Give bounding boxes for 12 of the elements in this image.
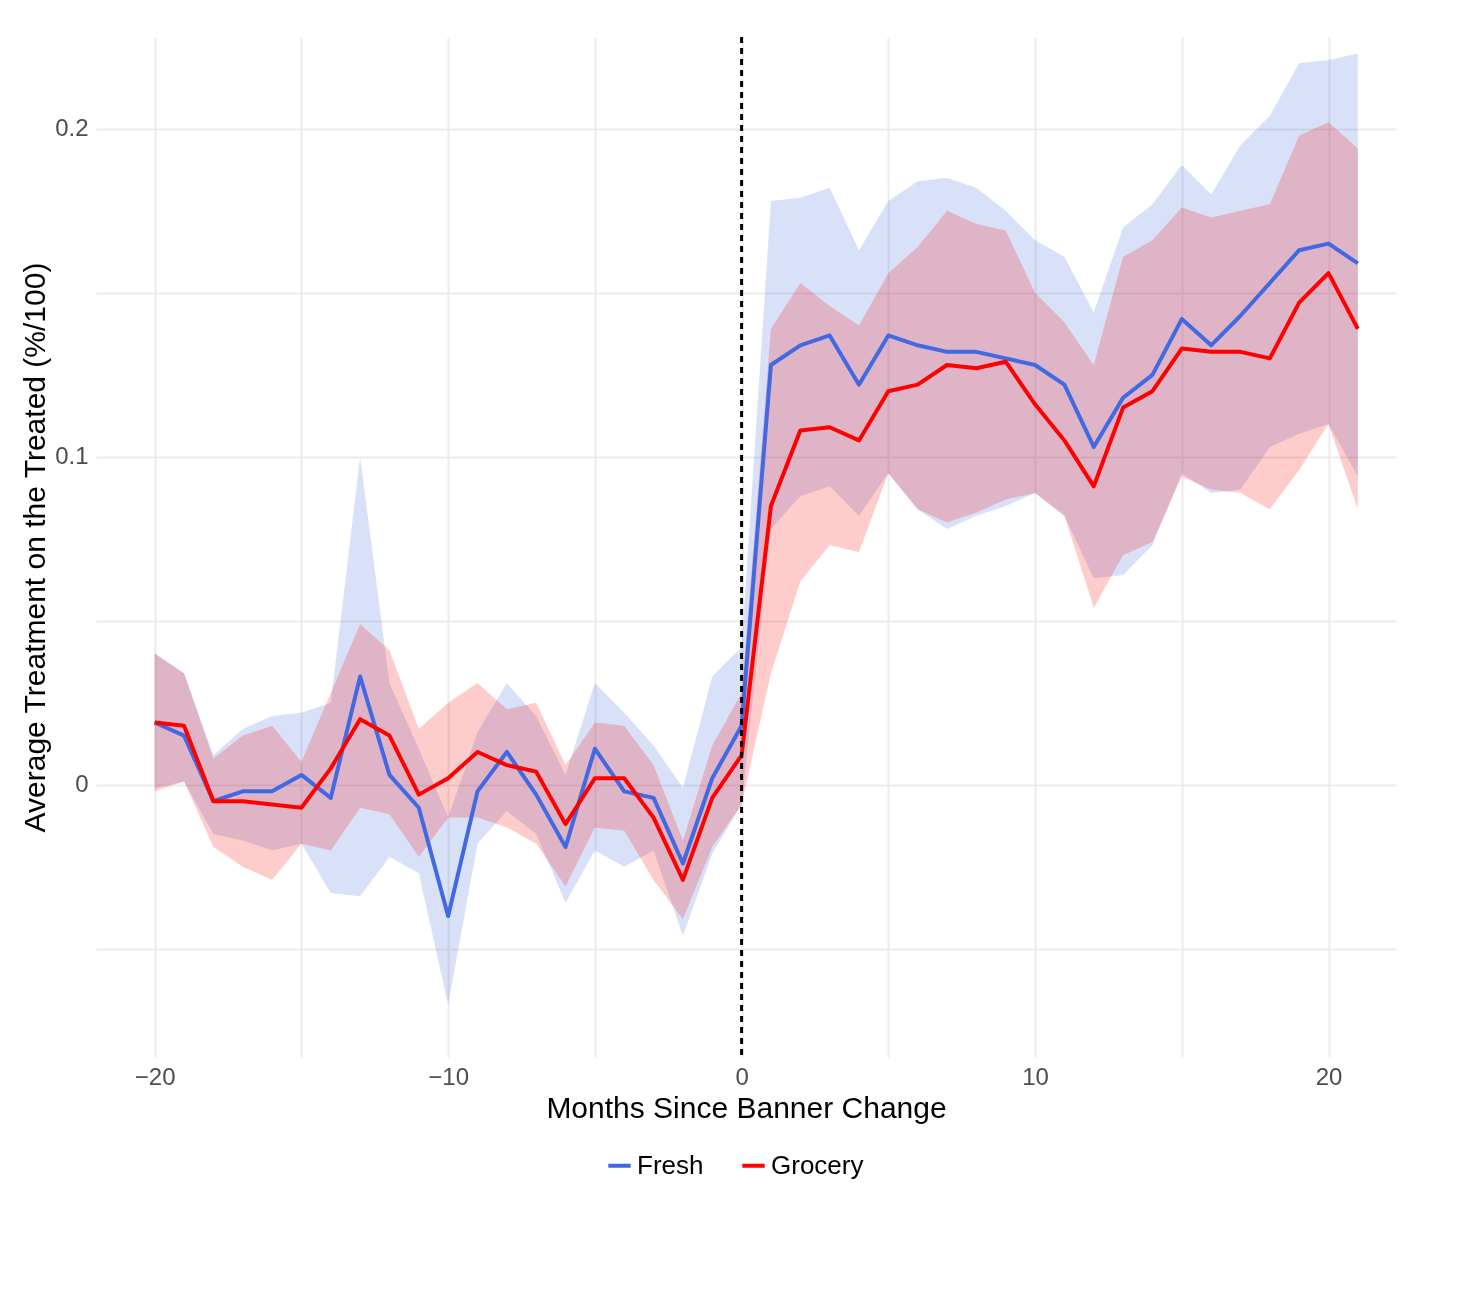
legend-label: Fresh [637, 1149, 704, 1180]
y-tick-label: 0.2 [55, 114, 89, 142]
x-tick-label: −20 [134, 1062, 176, 1090]
y-axis-title: Average Treatment on the Treated (%/100) [18, 262, 52, 833]
x-tick-label: 20 [1315, 1062, 1343, 1090]
legend-label: Grocery [771, 1149, 864, 1180]
x-tick-label: −10 [428, 1062, 469, 1090]
y-tick-label: 0 [75, 770, 89, 798]
y-tick-label: 0.1 [55, 442, 89, 470]
x-tick-label: 10 [1022, 1062, 1049, 1090]
x-tick-label: 0 [735, 1062, 749, 1090]
x-axis-title: Months Since Banner Change [546, 1090, 947, 1124]
